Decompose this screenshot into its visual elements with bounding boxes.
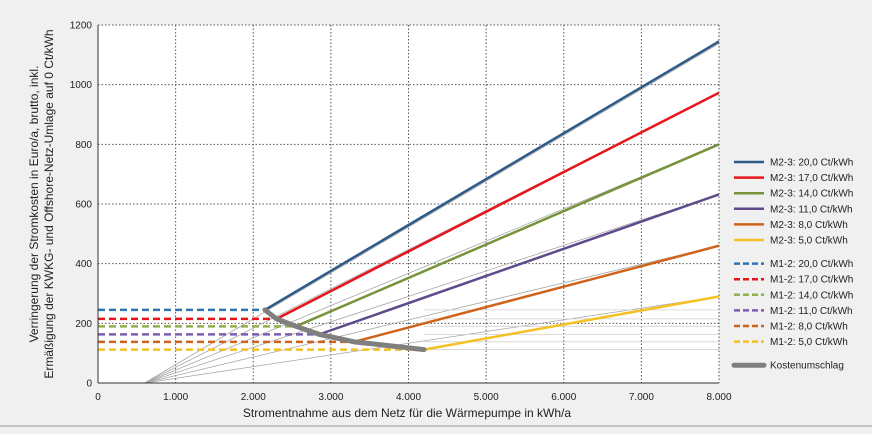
- legend-label: M2-3: 17,0 Ct/kWh: [770, 173, 853, 184]
- y-tick-label: 600: [75, 200, 92, 211]
- legend-label: M2-3: 8,0 Ct/kWh: [770, 220, 848, 231]
- x-tick-label: 6.000: [551, 392, 576, 403]
- legend-label: M2-3: 11,0 Ct/kWh: [770, 204, 853, 215]
- y-tick-label: 1000: [70, 80, 93, 91]
- helper-line: [144, 194, 720, 384]
- legend-label: M2-3: 14,0 Ct/kWh: [770, 189, 853, 200]
- x-tick-label: 3.000: [318, 392, 343, 403]
- helper-line: [144, 43, 720, 384]
- series-line: [318, 193, 719, 336]
- legend-label: M1-2: 20,0 Ct/kWh: [770, 259, 853, 270]
- x-axis-title: Stromentnahme aus dem Netz für die Wärme…: [243, 406, 571, 420]
- y-tick-label: 400: [75, 259, 92, 270]
- legend-label: M2-3: 5,0 Ct/kWh: [770, 236, 848, 247]
- series-line: [295, 143, 719, 328]
- y-tick-label: 0: [86, 379, 92, 390]
- series-line: [353, 244, 719, 344]
- legend-label: Kostenumschlag: [770, 361, 844, 372]
- legend-label: M1-2: 17,0 Ct/kWh: [770, 275, 853, 286]
- helper-line: [144, 143, 720, 384]
- helper-line: [144, 245, 720, 384]
- y-axis-title-line-1: Verringerung der Stromkosten in Euro/a, …: [27, 66, 41, 343]
- series-line: [264, 40, 719, 311]
- y-tick-label: 800: [75, 140, 92, 151]
- x-tick-label: 4.000: [396, 392, 421, 403]
- x-tick-label: 2.000: [241, 392, 266, 403]
- helper-line: [144, 296, 720, 384]
- series-line: [262, 307, 427, 353]
- series-line: [275, 91, 719, 320]
- legend-label: M2-3: 20,0 Ct/kWh: [770, 158, 853, 169]
- y-axis-title-line-2: Ermäßigung der KWKG- und Offshore-Netz-U…: [42, 29, 56, 378]
- y-tick-label: 200: [75, 319, 92, 330]
- x-tick-label: 7.000: [629, 392, 654, 403]
- x-tick-label: 0: [95, 392, 101, 403]
- x-tick-label: 8.000: [706, 392, 731, 403]
- legend-label: M1-2: 11,0 Ct/kWh: [770, 306, 853, 317]
- y-tick-label: 1200: [70, 21, 93, 32]
- x-tick-label: 1.000: [163, 392, 188, 403]
- series-line: [423, 295, 719, 351]
- legend-label: M1-2: 5,0 Ct/kWh: [770, 337, 848, 348]
- x-tick-label: 5.000: [474, 392, 499, 403]
- legend-label: M1-2: 8,0 Ct/kWh: [770, 322, 848, 333]
- legend-label: M1-2: 14,0 Ct/kWh: [770, 290, 853, 301]
